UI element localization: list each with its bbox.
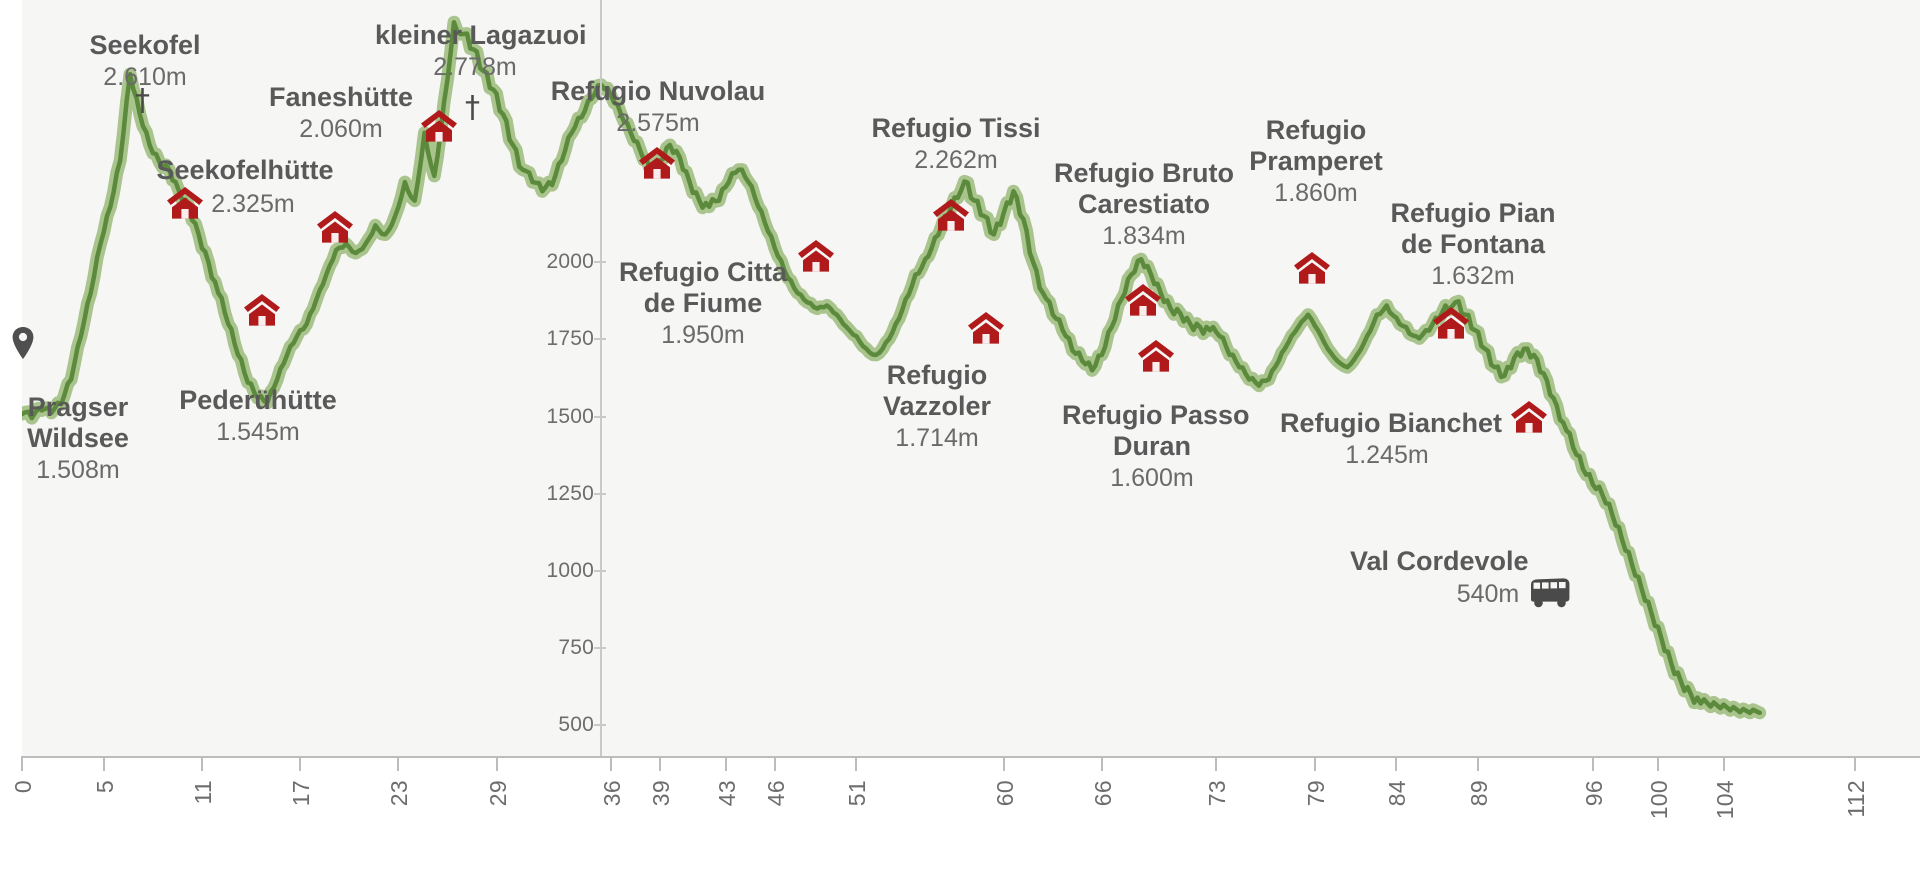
x-axis-tick-mark — [1657, 756, 1660, 771]
x-axis-tick-label: 51 — [844, 780, 871, 807]
x-axis-tick-label: 112 — [1842, 780, 1869, 818]
x-axis-tick-mark — [773, 756, 776, 771]
x-axis-tick-mark — [397, 756, 400, 771]
x-axis-tick-mark — [299, 756, 302, 771]
hut-icon-bianchet — [1510, 400, 1548, 434]
summit-cross-icon-lagazuoi: † — [465, 90, 480, 125]
y-axis-tick-label: 1250 — [546, 481, 594, 505]
x-axis-tick-label: 89 — [1466, 780, 1493, 807]
x-axis-tick-mark — [1591, 756, 1594, 771]
summit-cross-icon-seekofel: † — [135, 83, 150, 118]
y-axis-tick-label: 1500 — [546, 404, 594, 428]
elevation-line-path — [22, 19, 1762, 716]
bus-stop-icon — [1527, 578, 1571, 608]
x-axis-tick-mark — [610, 756, 613, 771]
hut-icon-lagazuoi — [420, 109, 458, 143]
plot-area: 2000 1750 1500 1250 1000 750 500 — [22, 0, 1920, 756]
y-axis-tick-label: 2000 — [546, 250, 594, 274]
x-axis-tick-mark — [102, 756, 105, 771]
x-axis-tick-mark — [1477, 756, 1480, 771]
x-axis-tick-label: 73 — [1204, 780, 1231, 807]
x-axis-tick-mark — [1100, 756, 1103, 771]
x-axis-tick-label: 79 — [1302, 780, 1329, 807]
y-axis-tick-mark — [594, 492, 606, 495]
x-axis-tick-mark — [21, 756, 23, 771]
x-axis-tick-mark — [855, 756, 858, 771]
y-axis-tick-label: 500 — [558, 713, 594, 737]
y-axis-tick-mark — [594, 415, 606, 418]
hut-icon-bruto-carestiato — [1124, 283, 1162, 317]
hut-icon-faneshuette — [316, 210, 354, 244]
x-axis-tick-label: 96 — [1580, 780, 1607, 807]
y-axis-tick-label: 1750 — [546, 327, 594, 351]
x-axis-tick-label: 36 — [599, 780, 626, 807]
y-axis-tick-labels: 2000 1750 1500 1250 1000 750 500 — [514, 0, 594, 756]
hut-icon-citta-de-fiume — [797, 239, 835, 273]
x-axis-tick-mark — [1002, 756, 1005, 771]
x-axis-tick-label: 23 — [386, 780, 413, 807]
x-axis-tick-mark — [1853, 756, 1856, 771]
y-axis-tick-mark — [594, 647, 606, 649]
hut-icon-passo-duran — [1137, 339, 1175, 373]
hut-icon-pramperet — [1293, 251, 1331, 285]
x-axis-tick-label: 29 — [484, 780, 511, 807]
x-axis-tick-label: 5 — [91, 780, 118, 794]
x-axis-tick-label: 46 — [762, 780, 789, 807]
x-axis-tick-label: 43 — [713, 780, 740, 807]
x-axis-tick-label: 60 — [991, 780, 1018, 807]
x-axis-tick-label: 17 — [288, 780, 315, 807]
hut-icon-seekofelhuette — [166, 186, 204, 220]
hut-icon-vazzoler — [967, 311, 1005, 345]
x-axis-tick-label: 84 — [1384, 780, 1411, 807]
x-axis-tick-label: 39 — [648, 780, 675, 807]
elevation-series-svg — [22, 15, 1767, 720]
x-axis-tick-label: 11 — [189, 780, 216, 805]
x-axis-tick-mark — [200, 756, 203, 771]
x-axis-tick-mark — [724, 756, 727, 771]
x-axis-tick-mark — [1395, 756, 1398, 771]
hut-icon-tissi — [932, 198, 970, 232]
y-axis-tick-label: 750 — [558, 636, 594, 659]
hut-icon-pederuehuette — [243, 293, 281, 327]
x-axis-tick-label: 100 — [1646, 780, 1673, 820]
x-axis-tick-label: 66 — [1089, 780, 1116, 807]
x-axis-tick-labels: 0 5 11 17 23 29 36 39 43 46 51 60 66 73 79 84 89 96 100 104… — [0, 756, 1920, 873]
y-axis-tick-mark — [594, 569, 606, 572]
start-location-pin-icon — [12, 327, 34, 359]
x-axis-tick-mark — [1215, 756, 1218, 771]
x-axis-tick-mark — [1722, 756, 1725, 771]
y-axis-tick-label: 1000 — [546, 558, 594, 582]
x-axis-tick-mark — [495, 756, 498, 771]
hut-icon-pian-de-fontana — [1432, 306, 1470, 340]
x-axis-line — [22, 756, 1920, 758]
y-axis-line — [600, 0, 602, 756]
x-axis-tick-mark — [1313, 756, 1316, 771]
x-axis-tick-label: 0 — [10, 780, 36, 794]
hut-icon-nuvolau — [638, 146, 676, 180]
y-axis-tick-mark — [594, 261, 606, 264]
x-axis-tick-mark — [659, 756, 662, 771]
y-axis-tick-mark — [594, 338, 606, 341]
x-axis-tick-label: 104 — [1711, 780, 1738, 820]
y-axis-tick-mark — [594, 724, 606, 727]
